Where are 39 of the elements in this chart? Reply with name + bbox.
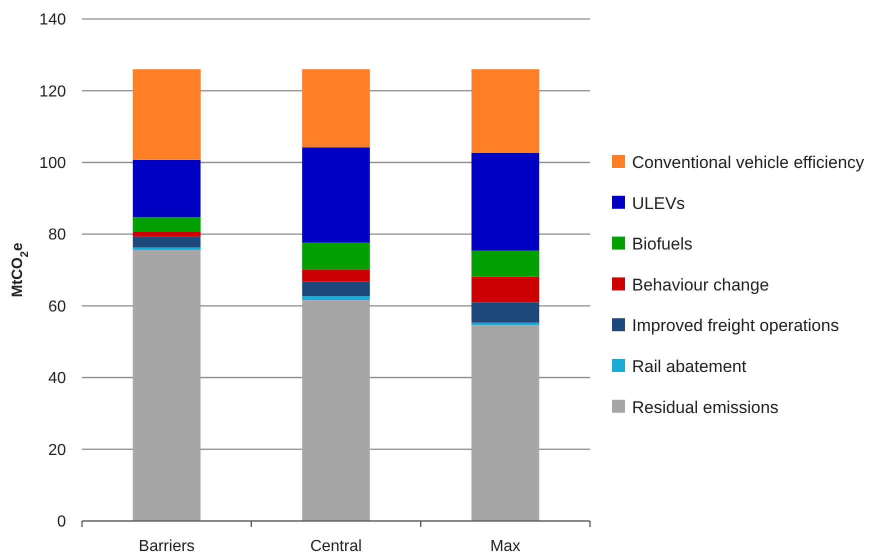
- legend-label: ULEVs: [632, 194, 685, 213]
- bar: [302, 269, 370, 282]
- bar: [302, 242, 370, 270]
- legend-label: Improved freight operations: [632, 316, 839, 336]
- legend-label: Rail abatement: [632, 356, 747, 376]
- y-tick-label: 140: [39, 12, 66, 29]
- x-tick-label: Max: [490, 538, 520, 555]
- legend-label: Residual emissions: [632, 398, 778, 417]
- bar: [132, 69, 201, 160]
- legend-label: Biofuels: [632, 234, 692, 254]
- bar: [302, 69, 370, 148]
- bar: [471, 250, 540, 277]
- bar: [132, 236, 201, 248]
- y-tick-label: 120: [39, 83, 66, 100]
- y-tick-label: 40: [48, 370, 66, 388]
- y-tick-label: 0: [57, 514, 66, 531]
- y-tick-label: 100: [39, 155, 66, 172]
- bar: [471, 325, 540, 521]
- bar: [471, 276, 540, 302]
- bar: [132, 250, 201, 521]
- bar: [132, 160, 201, 218]
- bar: [302, 296, 370, 300]
- legend-label: Behaviour change: [632, 275, 770, 294]
- bar: [471, 152, 540, 251]
- bar: [132, 232, 201, 237]
- x-tick-label: Barriers: [138, 538, 195, 555]
- y-tick-label: 80: [48, 226, 66, 244]
- bar: [471, 69, 540, 153]
- bar: [302, 282, 370, 296]
- bar: [132, 217, 201, 232]
- bar: [302, 147, 370, 243]
- x-tick-label: Central: [310, 538, 362, 555]
- legend-label: Conventional vehicle efficiency: [632, 152, 865, 172]
- bar: [302, 300, 370, 521]
- y-tick-label: 20: [48, 442, 66, 459]
- y-tick-label: 60: [48, 298, 66, 316]
- bar: [471, 322, 540, 326]
- bar: [132, 247, 201, 250]
- bar: [471, 302, 540, 323]
